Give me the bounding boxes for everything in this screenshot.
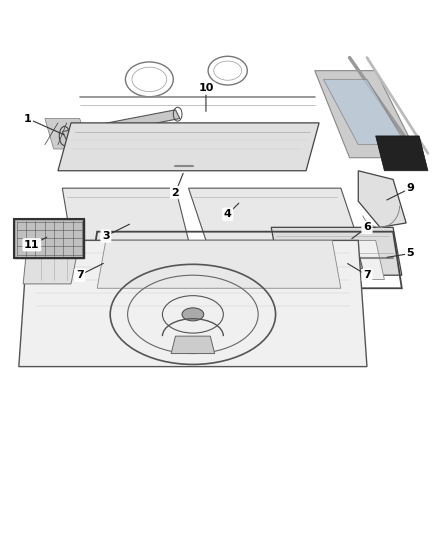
Polygon shape xyxy=(97,251,132,269)
Polygon shape xyxy=(358,171,406,228)
Polygon shape xyxy=(19,240,367,367)
Polygon shape xyxy=(158,249,176,266)
Text: 1: 1 xyxy=(24,114,32,124)
Polygon shape xyxy=(62,188,188,240)
Ellipse shape xyxy=(182,308,204,321)
Text: 3: 3 xyxy=(102,231,110,241)
Polygon shape xyxy=(232,249,250,266)
Polygon shape xyxy=(376,136,428,171)
Polygon shape xyxy=(306,249,323,266)
Text: 11: 11 xyxy=(24,240,39,250)
Polygon shape xyxy=(271,228,402,275)
Text: 7: 7 xyxy=(363,270,371,280)
Polygon shape xyxy=(23,240,80,284)
Text: 4: 4 xyxy=(224,209,232,219)
Polygon shape xyxy=(97,240,341,288)
Polygon shape xyxy=(110,240,385,279)
Text: 10: 10 xyxy=(198,83,214,93)
Text: 5: 5 xyxy=(407,248,414,259)
Polygon shape xyxy=(45,118,88,149)
Polygon shape xyxy=(171,336,215,353)
Polygon shape xyxy=(315,71,419,158)
Text: 9: 9 xyxy=(406,183,414,193)
Polygon shape xyxy=(323,79,406,144)
Polygon shape xyxy=(62,110,180,140)
Polygon shape xyxy=(188,188,358,240)
Text: 2: 2 xyxy=(172,188,179,198)
Polygon shape xyxy=(328,251,363,269)
Text: 7: 7 xyxy=(76,270,84,280)
Polygon shape xyxy=(58,123,319,171)
Polygon shape xyxy=(14,219,84,258)
Text: 6: 6 xyxy=(363,222,371,232)
